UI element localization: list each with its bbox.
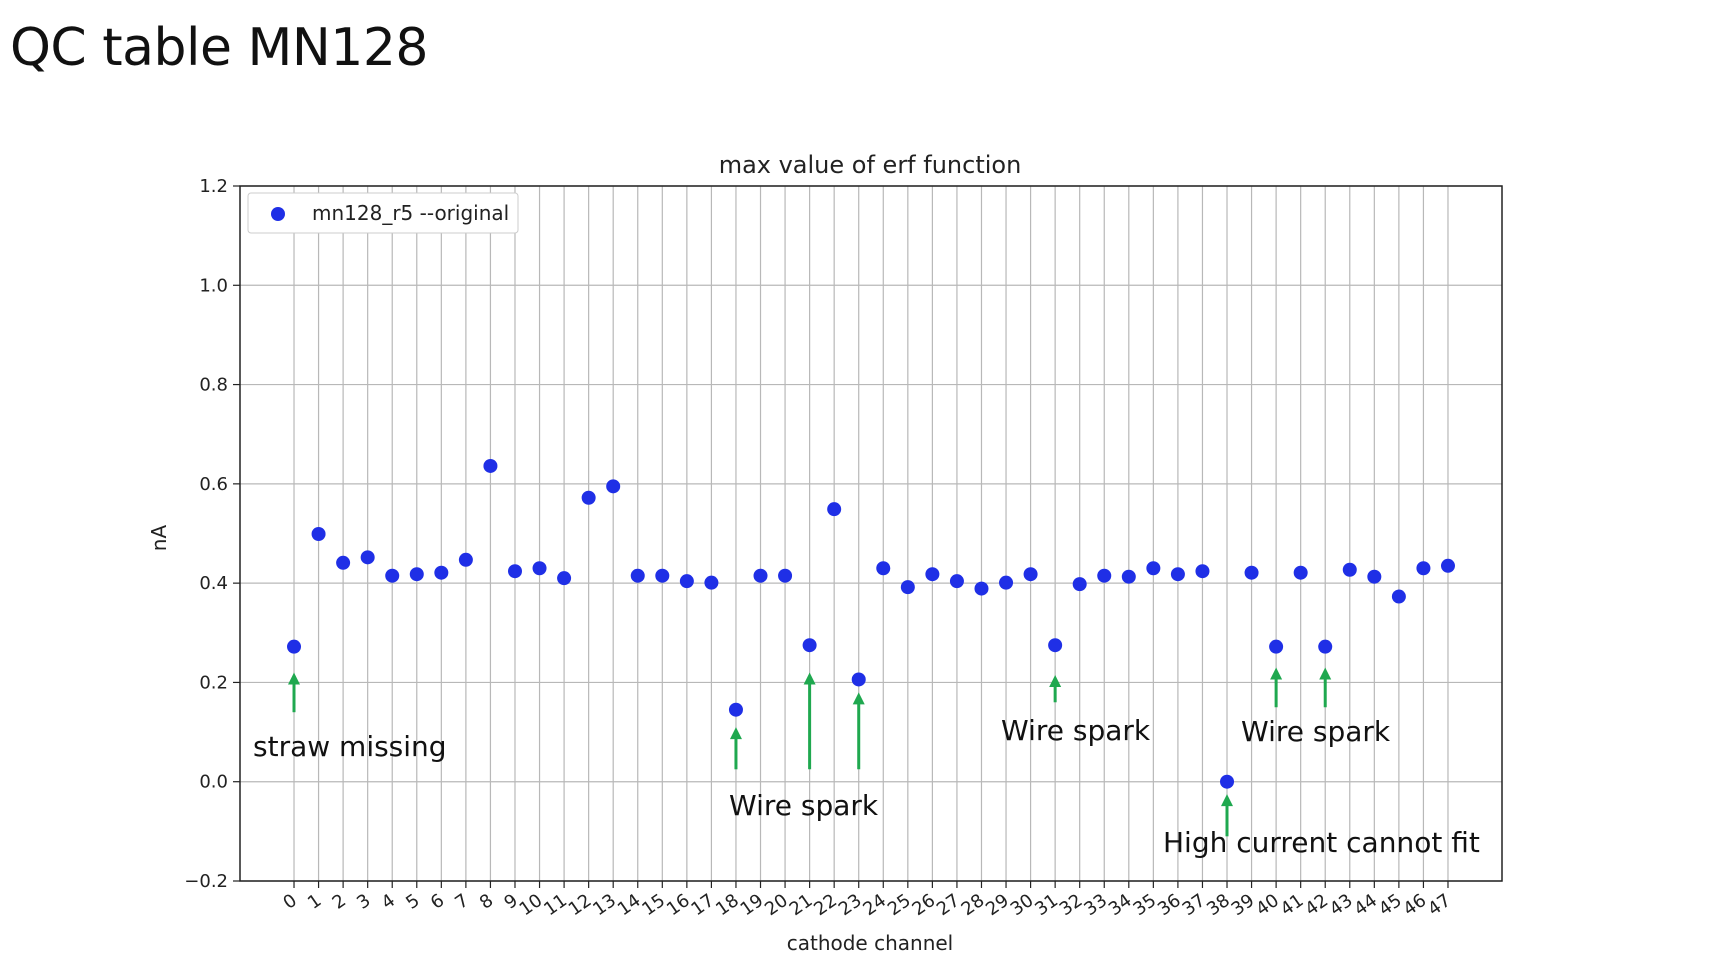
annotation-arrow-head xyxy=(1049,674,1062,687)
slide-title: QC table MN128 xyxy=(10,18,429,78)
data-point xyxy=(1342,562,1357,577)
y-tick-label: 1.0 xyxy=(199,275,228,296)
data-point xyxy=(655,568,670,583)
legend-box xyxy=(247,192,519,234)
y-tick-label: 0.4 xyxy=(199,573,228,594)
data-point xyxy=(974,581,989,596)
data-point xyxy=(728,702,743,717)
data-point xyxy=(581,490,596,505)
data-point xyxy=(1318,639,1333,654)
data-point xyxy=(999,575,1014,590)
data-point xyxy=(851,672,866,687)
y-axis-label: nA xyxy=(147,525,171,552)
data-point xyxy=(1293,565,1308,580)
x-tick-label: 1 xyxy=(304,890,325,914)
legend: mn128_r5 --original xyxy=(247,192,519,234)
data-point xyxy=(802,638,817,653)
y-tick-label: 0.8 xyxy=(199,375,228,396)
x-tick-label: 6 xyxy=(427,890,448,914)
data-point xyxy=(753,568,768,583)
data-point xyxy=(1440,558,1455,573)
data-point xyxy=(385,568,400,583)
annotation-arrows xyxy=(288,667,1332,837)
data-point xyxy=(1391,589,1406,604)
data-point xyxy=(1121,569,1136,584)
data-point xyxy=(827,502,842,517)
x-axis-label: cathode channel xyxy=(787,931,954,955)
data-point xyxy=(949,574,964,589)
data-point xyxy=(1367,569,1382,584)
data-point xyxy=(1146,561,1161,576)
grid-lines xyxy=(240,185,1502,882)
annotation-arrow-head xyxy=(1270,667,1283,680)
x-tick-label: 0 xyxy=(279,890,300,914)
data-point xyxy=(458,552,473,567)
y-tick-label: −0.2 xyxy=(184,871,228,892)
y-tick-label: 0.2 xyxy=(199,672,228,693)
x-tick-label: 7 xyxy=(451,890,472,914)
x-tick-label: 4 xyxy=(378,890,399,914)
data-point xyxy=(1097,568,1112,583)
data-point xyxy=(778,568,793,583)
data-point xyxy=(704,575,719,590)
data-point xyxy=(1023,567,1038,582)
data-point xyxy=(532,561,547,576)
legend-marker xyxy=(271,207,285,221)
data-points xyxy=(287,458,1455,789)
data-point xyxy=(630,568,645,583)
annotation-arrow-head xyxy=(1221,794,1234,807)
data-point xyxy=(483,458,498,473)
y-tick-label: 0.6 xyxy=(199,474,228,495)
y-axis-ticks: −0.2 0.0 0.2 0.4 0.6 0.8 1.0 1.2 xyxy=(184,176,240,892)
data-point xyxy=(507,564,522,579)
y-tick-label: 1.2 xyxy=(199,176,228,197)
data-point xyxy=(287,639,302,654)
annotation-high-current: High current cannot fit xyxy=(1163,826,1480,859)
data-point xyxy=(1416,561,1431,576)
data-point xyxy=(409,567,424,582)
data-point xyxy=(1195,564,1210,579)
data-point xyxy=(925,567,940,582)
data-point xyxy=(1072,577,1087,592)
y-tick-label: 0.0 xyxy=(199,772,228,793)
data-point xyxy=(876,561,891,576)
annotation-arrow-head xyxy=(729,727,742,740)
data-point xyxy=(1244,565,1259,580)
data-point xyxy=(1048,638,1063,653)
x-tick-label: 8 xyxy=(476,890,497,914)
data-point xyxy=(900,580,915,595)
legend-label: mn128_r5 --original xyxy=(312,201,509,225)
data-point xyxy=(606,479,621,494)
x-axis-ticks: 0 1 2 3 4 5 6 7 8 9101112131415161718192021222324… xyxy=(279,881,1455,920)
data-point xyxy=(679,574,694,589)
data-point xyxy=(1269,639,1284,654)
annotation-straw-missing: straw missing xyxy=(253,730,447,763)
x-tick-label: 47 xyxy=(1424,890,1455,920)
x-tick-label: 5 xyxy=(402,890,423,914)
annotation-wire-spark-40-42: Wire spark xyxy=(1241,715,1391,748)
annotation-arrow-head xyxy=(288,672,301,685)
data-point xyxy=(311,526,326,541)
data-point xyxy=(336,555,351,570)
annotation-arrow-head xyxy=(852,692,865,705)
data-point xyxy=(434,565,449,580)
annotation-wire-spark-18-23: Wire spark xyxy=(729,789,879,822)
x-tick-label: 3 xyxy=(353,890,374,914)
data-point xyxy=(557,571,572,586)
data-point xyxy=(360,550,375,565)
annotation-wire-spark-31: Wire spark xyxy=(1001,714,1151,747)
chart-title: max value of erf function xyxy=(719,151,1022,179)
annotation-arrow-head xyxy=(803,672,816,685)
data-point xyxy=(1220,774,1235,789)
annotation-arrow-head xyxy=(1319,667,1332,680)
annotation-labels: straw missing Wire spark Wire spark High… xyxy=(253,714,1480,859)
plot-frame xyxy=(239,185,1503,882)
x-tick-label: 2 xyxy=(329,890,350,914)
data-point xyxy=(1170,567,1185,582)
